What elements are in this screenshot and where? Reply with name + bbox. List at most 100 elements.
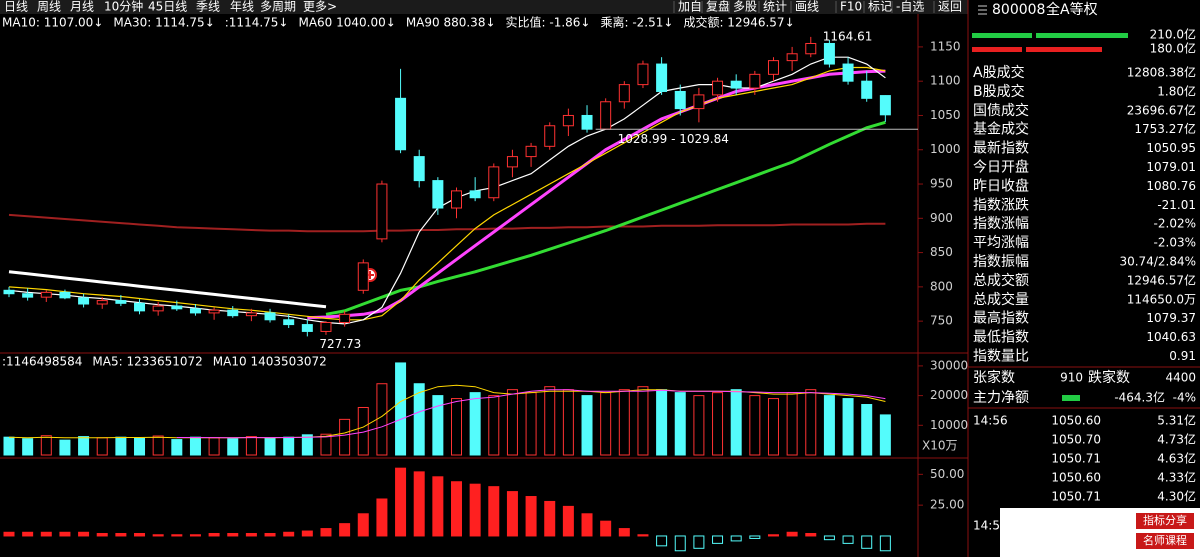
tool-button[interactable]: 复盘 (706, 0, 730, 14)
period-tab[interactable]: 日线 (4, 0, 28, 14)
candle-body (767, 60, 779, 75)
period-tab[interactable]: 月线 (70, 0, 94, 14)
candle-body (451, 190, 462, 209)
volume-bar (581, 395, 593, 456)
ma-line (176, 389, 886, 439)
tool-button[interactable]: 多股 (733, 0, 757, 14)
volume-bar (674, 392, 686, 456)
y-tick-label: 10000 (930, 418, 968, 432)
stat-value: 114650.0万 (1127, 292, 1196, 306)
candle-body (376, 183, 388, 240)
candle-body (227, 309, 239, 317)
tick-time: 14:56 (973, 414, 1008, 428)
period-tab[interactable]: 更多> (303, 0, 337, 14)
y-tick-label: 30000 (930, 358, 968, 372)
candle-body (96, 300, 108, 305)
candle-body (264, 312, 276, 321)
candle-body (40, 291, 52, 298)
tick-price: 1050.70 (1051, 433, 1101, 447)
tool-button[interactable]: F10 (840, 0, 862, 14)
volume-bar (22, 438, 34, 456)
ma-line (307, 69, 886, 320)
tool-button[interactable]: 返回 (938, 0, 962, 14)
stock-code: 800008 (992, 2, 1045, 18)
tool-button[interactable]: 加自 (678, 0, 702, 14)
macd-bar (525, 496, 537, 537)
stat-label: A股成交 (973, 64, 1025, 81)
flow-pct: -4% (1173, 391, 1196, 405)
macd-bar (301, 530, 313, 537)
period-tab[interactable]: 周线 (37, 0, 61, 14)
period-tab[interactable]: 年线 (230, 0, 254, 14)
candle-body (432, 180, 444, 209)
macd-bar (656, 535, 668, 547)
volume-bar (283, 436, 295, 456)
macd-bar (637, 534, 649, 537)
macd-bar (395, 467, 407, 537)
stat-label: 国债成交 (973, 102, 1029, 119)
macd-bar (562, 505, 574, 537)
period-tab[interactable]: 多周期 (260, 0, 296, 14)
volume-bar (861, 404, 873, 456)
period-tab[interactable]: 季线 (196, 0, 220, 14)
bar (972, 47, 1022, 52)
bar (972, 33, 1032, 38)
stat-value: 1080.76 (1146, 179, 1196, 193)
tool-button[interactable]: 标记 (868, 0, 892, 14)
volume-bar (805, 389, 817, 456)
volume-bar (712, 392, 724, 456)
y-tick-label: 1150 (930, 39, 961, 53)
y-tick-label: 800 (930, 279, 953, 293)
stat-label: 最低指数 (973, 330, 1029, 346)
candle-body (413, 156, 425, 182)
menu-icon[interactable] (978, 5, 987, 15)
stat-label: 昨日收盘 (973, 177, 1029, 194)
stat-label: 基金成交 (973, 121, 1029, 138)
period-tab[interactable]: 10分钟 (104, 0, 143, 14)
tool-button[interactable]: 画线 (795, 0, 819, 14)
tick-price: 1050.71 (1051, 452, 1101, 466)
volume-bar (749, 395, 761, 456)
candle-body (22, 293, 34, 298)
period-tab[interactable]: 45日线 (148, 0, 187, 14)
watermark-button[interactable] (1136, 513, 1194, 529)
tool-button[interactable]: 统计 (763, 0, 787, 14)
y-tick-label: 900 (930, 211, 953, 225)
candle-body (562, 114, 574, 127)
candle-body (301, 324, 313, 332)
bar-value: 210.0亿 (1150, 27, 1196, 42)
volume-bar (227, 438, 239, 456)
volume-bar (115, 436, 127, 456)
breadth-value: 4400 (1165, 371, 1196, 385)
legend-item: MA30: 1114.75↓ (113, 16, 214, 30)
macd-bar (749, 535, 761, 539)
volume-bar (78, 436, 90, 456)
stat-value: -21.01 (1157, 198, 1196, 212)
volume-bar (786, 392, 798, 456)
bar (1026, 47, 1102, 52)
watermark-link[interactable]: 指标分享 (1143, 513, 1187, 527)
price-annotation: 1164.61 (823, 29, 873, 43)
macd-bar (78, 531, 90, 537)
volume-bar (730, 389, 742, 456)
macd-bar (264, 533, 276, 537)
candle-body (245, 312, 257, 317)
watermark-button[interactable] (1136, 533, 1194, 549)
stat-value: 1079.01 (1146, 160, 1196, 174)
volume-bar (469, 392, 481, 456)
flow-label: 主力净额 (973, 390, 1029, 406)
candle-body (693, 94, 705, 110)
tool-button[interactable]: -自选 (896, 0, 924, 14)
bar-value: 180.0亿 (1150, 41, 1196, 56)
macd-bar (339, 523, 351, 537)
candle-body (823, 42, 835, 65)
stat-label: B股成交 (973, 83, 1025, 100)
watermark-link[interactable]: 名师课程 (1143, 533, 1187, 547)
macd-bar (730, 535, 742, 542)
volume-bar (339, 418, 351, 456)
candle-body (712, 80, 724, 96)
stat-value: 1040.63 (1146, 330, 1196, 344)
macd-bar (96, 533, 108, 537)
tick-price: 1050.60 (1051, 414, 1101, 428)
volume-bar (600, 392, 612, 456)
